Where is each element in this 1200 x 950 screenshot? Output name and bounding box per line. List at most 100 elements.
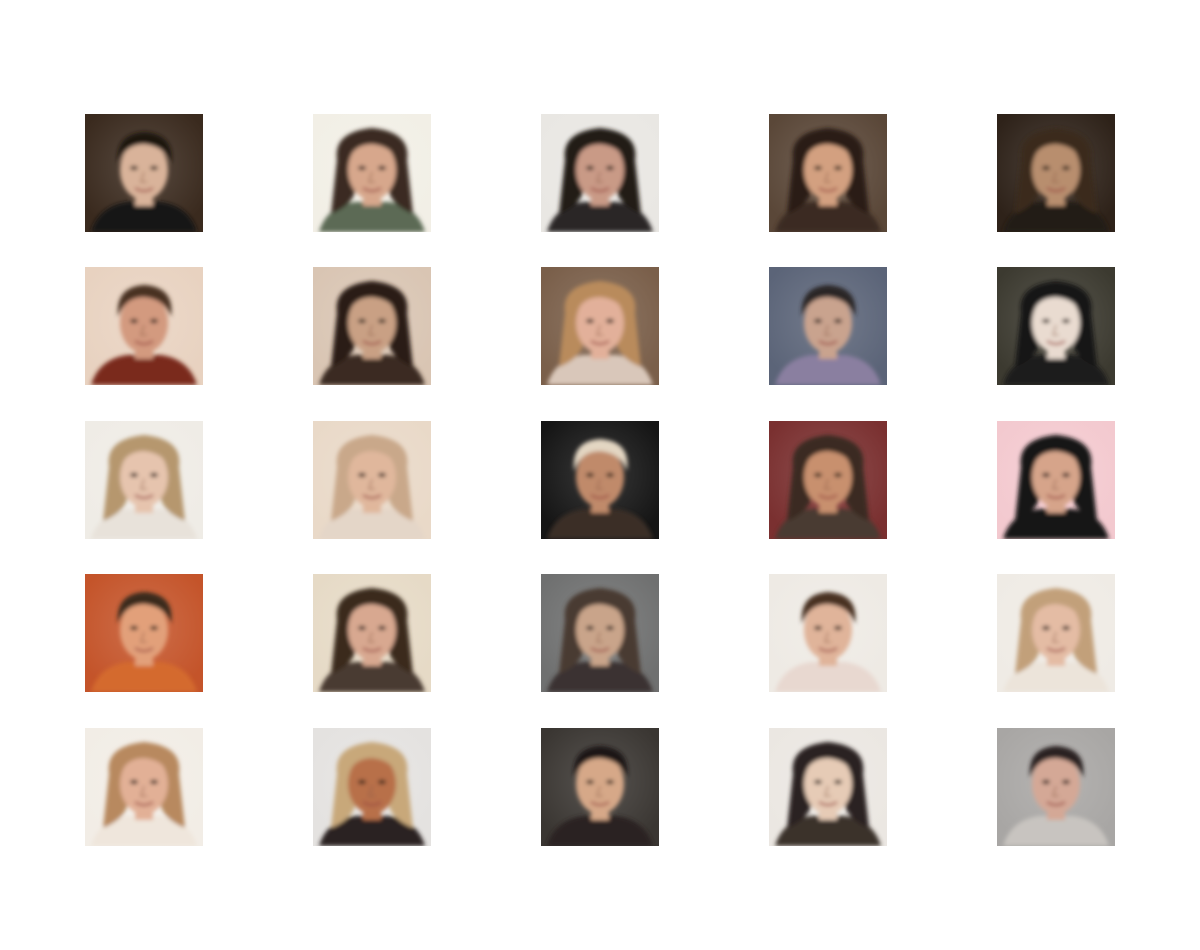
face xyxy=(804,140,852,200)
face xyxy=(804,447,852,507)
face-illustration xyxy=(541,574,659,692)
hair-top xyxy=(801,592,856,624)
shoulders xyxy=(319,509,425,539)
hair-top xyxy=(117,132,172,164)
face-illustration xyxy=(997,421,1115,539)
shoulders xyxy=(91,662,197,692)
hair-top xyxy=(1029,285,1084,317)
shoulders xyxy=(775,662,881,692)
face-illustration xyxy=(541,421,659,539)
shoulders xyxy=(775,509,881,539)
face-image-r5c2 xyxy=(313,728,431,846)
hair-top xyxy=(801,132,856,164)
face-image-r3c3 xyxy=(541,421,659,539)
face-image-r1c2 xyxy=(313,114,431,232)
face-illustration xyxy=(313,728,431,846)
face-image-r5c5 xyxy=(997,728,1115,846)
hair-top xyxy=(117,285,172,317)
shoulders xyxy=(319,662,425,692)
face xyxy=(804,293,852,353)
shoulders xyxy=(775,355,881,385)
hair-top xyxy=(1029,592,1084,624)
shoulders xyxy=(1003,202,1109,232)
face-image-r4c1 xyxy=(85,574,203,692)
hair-top xyxy=(573,439,628,471)
face xyxy=(1032,447,1080,507)
shoulders xyxy=(775,202,881,232)
face xyxy=(576,293,624,353)
shoulders xyxy=(547,662,653,692)
hair-top xyxy=(801,746,856,778)
face-image-r1c3 xyxy=(541,114,659,232)
shoulders xyxy=(319,816,425,846)
face-image-r3c1 xyxy=(85,421,203,539)
face xyxy=(120,754,168,814)
face xyxy=(804,600,852,660)
hair-top xyxy=(573,285,628,317)
face xyxy=(348,140,396,200)
shoulders xyxy=(319,202,425,232)
face xyxy=(1032,754,1080,814)
shoulders xyxy=(547,509,653,539)
face-image-r4c5 xyxy=(997,574,1115,692)
face-image-r4c3 xyxy=(541,574,659,692)
hair-top xyxy=(1029,746,1084,778)
face-image-r4c2 xyxy=(313,574,431,692)
hair-top xyxy=(117,439,172,471)
face-image-r5c4 xyxy=(769,728,887,846)
face xyxy=(120,600,168,660)
shoulders xyxy=(547,816,653,846)
hair-top xyxy=(801,439,856,471)
face xyxy=(120,140,168,200)
face-illustration xyxy=(85,114,203,232)
face-illustration xyxy=(313,114,431,232)
face-illustration xyxy=(313,421,431,539)
shoulders xyxy=(91,202,197,232)
face xyxy=(576,754,624,814)
face-illustration xyxy=(85,574,203,692)
face-image-r1c4 xyxy=(769,114,887,232)
face-illustration xyxy=(769,267,887,385)
face-image-r3c2 xyxy=(313,421,431,539)
shoulders xyxy=(775,816,881,846)
face-image-r2c5 xyxy=(997,267,1115,385)
hair-top xyxy=(573,592,628,624)
face-illustration xyxy=(997,114,1115,232)
hair-top xyxy=(573,132,628,164)
face-illustration xyxy=(85,421,203,539)
face-image-r5c1 xyxy=(85,728,203,846)
shoulders xyxy=(1003,509,1109,539)
hair-top xyxy=(345,439,400,471)
hair-top xyxy=(117,592,172,624)
face-image-r2c4 xyxy=(769,267,887,385)
face-illustration xyxy=(313,574,431,692)
shoulders xyxy=(547,355,653,385)
shoulders xyxy=(1003,816,1109,846)
shoulders xyxy=(91,816,197,846)
face-image-r2c2 xyxy=(313,267,431,385)
face-illustration xyxy=(85,267,203,385)
hair-top xyxy=(801,285,856,317)
hair-top xyxy=(1029,132,1084,164)
face xyxy=(120,293,168,353)
face-illustration xyxy=(997,267,1115,385)
face-image-r1c1 xyxy=(85,114,203,232)
face-image-r5c3 xyxy=(541,728,659,846)
hair-top xyxy=(1029,439,1084,471)
face xyxy=(804,754,852,814)
face xyxy=(348,293,396,353)
face-image-r1c5 xyxy=(997,114,1115,232)
face-illustration xyxy=(997,574,1115,692)
face-illustration xyxy=(85,728,203,846)
face-image-r3c5 xyxy=(997,421,1115,539)
face-image-r2c3 xyxy=(541,267,659,385)
face-illustration xyxy=(769,728,887,846)
face xyxy=(576,600,624,660)
face-illustration xyxy=(769,114,887,232)
face xyxy=(348,754,396,814)
hair-top xyxy=(117,746,172,778)
face xyxy=(1032,293,1080,353)
shoulders xyxy=(91,509,197,539)
face-image-r2c1 xyxy=(85,267,203,385)
